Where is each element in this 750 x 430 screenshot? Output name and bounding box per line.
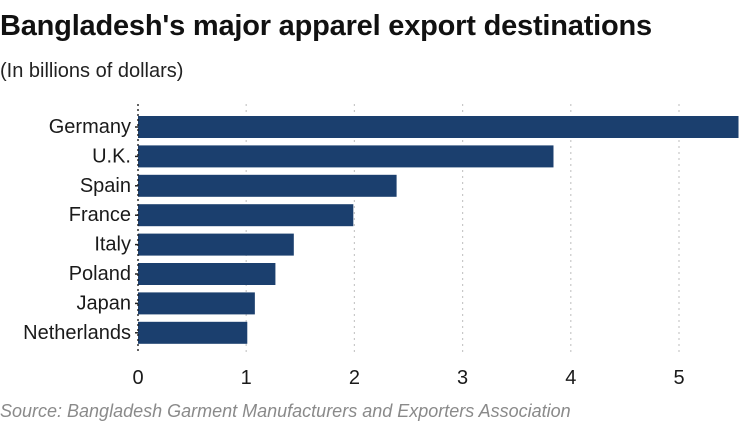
x-tick-label-1: 1 (241, 367, 252, 389)
category-label-japan: Japan (77, 292, 132, 314)
x-tick-label-2: 2 (349, 367, 360, 389)
category-label-spain: Spain (80, 175, 131, 197)
bar-chart: Germany U.K. Spain France Italy Poland Japan Ne… (23, 104, 739, 389)
x-tick-label-4: 4 (565, 367, 576, 389)
bar-spain (138, 174, 397, 197)
bar-france (138, 204, 354, 227)
x-tick-label-0: 0 (132, 367, 143, 389)
category-label-italy: Italy (94, 234, 131, 256)
bar-netherlands (138, 321, 248, 344)
bar-italy (138, 233, 294, 256)
category-label-germany: Germany (49, 116, 131, 138)
x-tick-label-3: 3 (457, 367, 468, 389)
bar-germany (138, 116, 739, 138)
bar-japan (138, 292, 255, 315)
bar-poland (138, 263, 276, 285)
category-label-poland: Poland (69, 263, 131, 285)
source-note: Source: Bangladesh Garment Manufacturers… (0, 401, 571, 421)
chart-title: Bangladesh's major apparel export destin… (0, 10, 652, 42)
bar-u-k (138, 145, 554, 168)
category-label-u-k: U.K. (92, 145, 131, 167)
x-tick-label-5: 5 (673, 367, 684, 389)
category-label-france: France (69, 204, 131, 226)
chart-subtitle: (In billions of dollars) (0, 60, 184, 82)
category-label-netherlands: Netherlands (23, 322, 131, 344)
